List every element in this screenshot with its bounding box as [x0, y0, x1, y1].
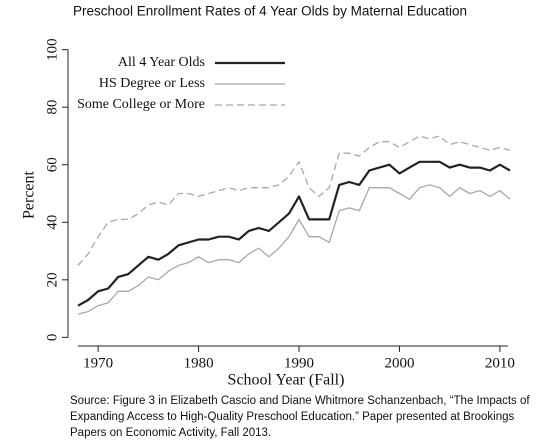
y-tick-label: 20 — [44, 272, 60, 287]
x-tick-label: 1990 — [284, 355, 314, 371]
x-tick-label: 2010 — [485, 355, 515, 371]
x-tick-label: 1980 — [184, 355, 214, 371]
chart-title: Preschool Enrollment Rates of 4 Year Old… — [73, 4, 467, 19]
x-axis-label: School Year (Fall) — [228, 372, 345, 389]
y-axis-label: Percent — [21, 170, 38, 219]
chart: Preschool Enrollment Rates of 4 Year Old… — [21, 4, 515, 389]
series-line — [77, 184, 511, 315]
y-tick-label: 0 — [44, 334, 60, 342]
y-tick-label: 80 — [44, 100, 60, 115]
legend-label: HS Degree or Less — [99, 76, 205, 91]
y-tick-label: 100 — [44, 38, 60, 61]
y-tick-label: 60 — [44, 157, 60, 172]
source-line: Expanding Access to High-Quality Prescho… — [70, 411, 515, 423]
y-tick-label: 40 — [44, 215, 60, 230]
x-tick-label: 1970 — [83, 355, 113, 371]
source-line: Source: Figure 3 in Elizabeth Cascio and… — [70, 395, 530, 407]
legend-label: All 4 Year Olds — [118, 55, 205, 70]
series-line — [77, 160, 511, 307]
source-note: Source: Figure 3 in Elizabeth Cascio and… — [70, 393, 530, 441]
series-line — [77, 135, 511, 266]
x-tick-label: 2000 — [384, 355, 414, 371]
legend-label: Some College or More — [77, 97, 205, 112]
source-line: Papers on Economic Activity, Fall 2013. — [70, 427, 272, 439]
